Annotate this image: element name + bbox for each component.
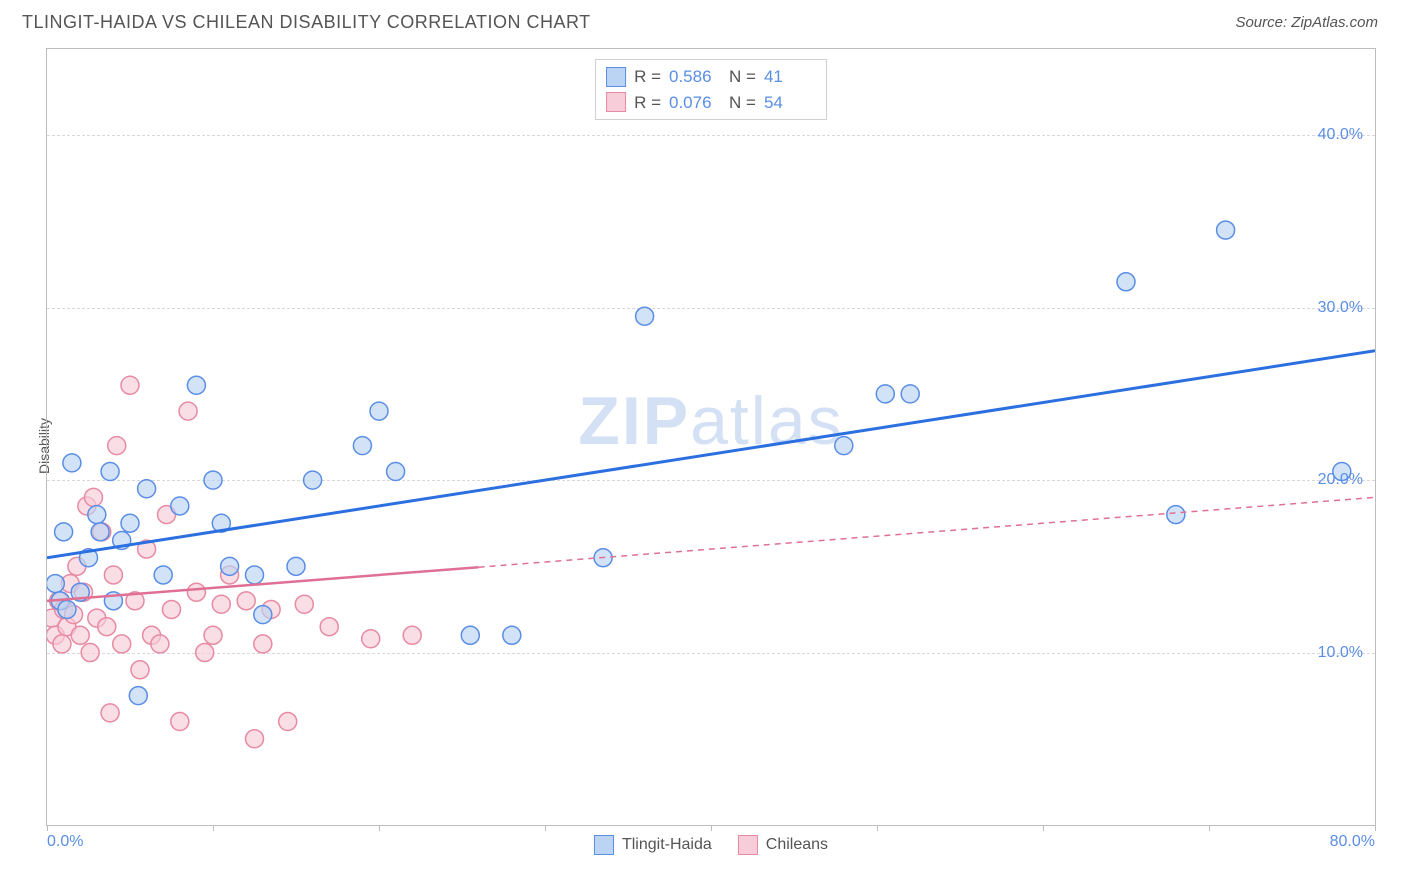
legend-item-tlingit: Tlingit-Haida	[594, 835, 712, 855]
n-label: N =	[729, 64, 756, 90]
swatch-chilean	[606, 92, 626, 112]
r-label-2: R =	[634, 90, 661, 116]
legend-item-chilean: Chileans	[738, 835, 828, 855]
r-value-1: 0.586	[669, 64, 721, 90]
legend-swatch-chilean	[738, 835, 758, 855]
chart-frame: ZIPatlas R = 0.586 N = 41 R = 0.076 N = …	[46, 48, 1376, 826]
n-value-1: 41	[764, 64, 816, 90]
stats-box: R = 0.586 N = 41 R = 0.076 N = 54	[595, 59, 827, 120]
legend-label-tlingit: Tlingit-Haida	[622, 836, 712, 854]
title-bar: TLINGIT-HAIDA VS CHILEAN DISABILITY CORR…	[0, 0, 1406, 41]
scatter-plot	[47, 49, 1375, 825]
legend-swatch-tlingit	[594, 835, 614, 855]
bottom-legend: Tlingit-Haida Chileans	[594, 835, 828, 855]
source-label: Source: ZipAtlas.com	[1235, 14, 1378, 31]
n-label-2: N =	[729, 90, 756, 116]
stats-row-2: R = 0.076 N = 54	[606, 90, 816, 116]
n-value-2: 54	[764, 90, 816, 116]
r-value-2: 0.076	[669, 90, 721, 116]
chart-title: TLINGIT-HAIDA VS CHILEAN DISABILITY CORR…	[22, 12, 591, 33]
stats-row-1: R = 0.586 N = 41	[606, 64, 816, 90]
swatch-tlingit	[606, 67, 626, 87]
legend-label-chilean: Chileans	[766, 836, 828, 854]
r-label: R =	[634, 64, 661, 90]
